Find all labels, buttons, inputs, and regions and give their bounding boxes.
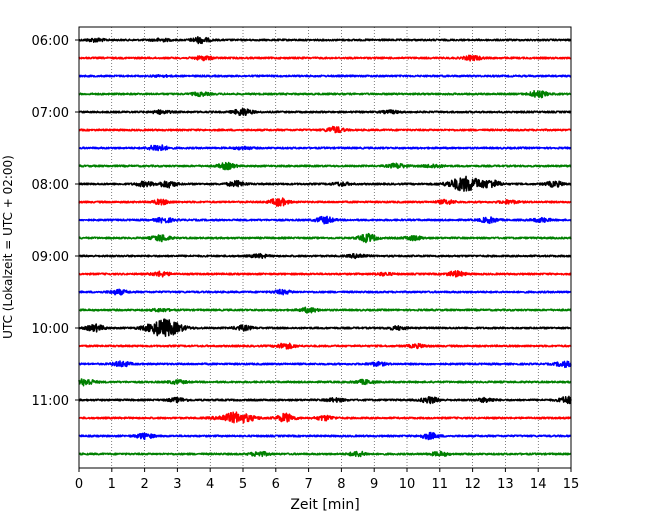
seismogram-trace bbox=[78, 395, 572, 405]
seismogram-trace bbox=[78, 450, 572, 458]
y-tick-label: 06:00 bbox=[32, 34, 69, 49]
seismogram-trace bbox=[78, 36, 572, 45]
x-tick-label: 5 bbox=[239, 477, 247, 492]
x-tick-label: 3 bbox=[173, 477, 181, 492]
y-axis-label: UTC (Lokalzeit = UTC + 02:00) bbox=[1, 155, 15, 339]
y-axis: 06:00 07:00 08:00 09:00 10:00 11:00 bbox=[32, 34, 79, 409]
seismogram-trace bbox=[78, 197, 572, 207]
seismogram-trace bbox=[78, 90, 572, 99]
y-tick-label: 09:00 bbox=[32, 250, 69, 265]
seismogram-trace bbox=[78, 431, 572, 441]
x-tick-label: 8 bbox=[337, 477, 345, 492]
x-tick-label: 12 bbox=[464, 477, 481, 492]
x-tick-label: 9 bbox=[370, 477, 378, 492]
seismogram-trace bbox=[78, 144, 572, 152]
x-tick-label: 13 bbox=[497, 477, 514, 492]
x-tick-label: 1 bbox=[108, 477, 116, 492]
seismogram-trace bbox=[78, 161, 572, 171]
x-tick-label: 14 bbox=[530, 477, 547, 492]
seismogram-trace bbox=[78, 342, 572, 350]
plot-frame bbox=[78, 26, 572, 469]
seismogram-trace bbox=[78, 107, 572, 116]
seismogram-trace bbox=[78, 74, 572, 79]
seismogram-trace bbox=[78, 378, 572, 387]
x-tick-label: 6 bbox=[272, 477, 280, 492]
seismogram-trace bbox=[78, 288, 572, 296]
y-tick-label: 07:00 bbox=[32, 106, 69, 121]
seismogram-trace bbox=[78, 215, 572, 225]
y-tick-label: 11:00 bbox=[32, 394, 69, 409]
x-tick-label: 2 bbox=[140, 477, 148, 492]
seismogram-trace bbox=[78, 318, 572, 337]
seismogram-trace bbox=[78, 411, 572, 424]
x-tick-label: 4 bbox=[206, 477, 214, 492]
seismogram-trace bbox=[78, 54, 572, 62]
x-tick-label: 11 bbox=[432, 477, 449, 492]
x-axis: 0 1 2 3 4 5 6 7 8 9 10 11 12 13 14 15 bbox=[75, 468, 579, 492]
y-tick-label: 10:00 bbox=[32, 322, 69, 337]
seismogram-trace bbox=[78, 232, 572, 244]
y-tick-label: 08:00 bbox=[32, 178, 69, 193]
x-tick-label: 0 bbox=[75, 477, 83, 492]
seismogram-trace bbox=[78, 252, 572, 260]
seismogram-trace bbox=[78, 270, 572, 278]
seismogram-trace bbox=[78, 175, 572, 192]
x-tick-label: 10 bbox=[399, 477, 416, 492]
x-tick-label: 7 bbox=[304, 477, 312, 492]
x-axis-label: Zeit [min] bbox=[290, 497, 359, 513]
seismogram-trace bbox=[78, 125, 572, 134]
x-tick-label: 15 bbox=[563, 477, 580, 492]
traces bbox=[78, 36, 572, 458]
seismogram-trace bbox=[78, 360, 572, 369]
seismogram-trace bbox=[78, 306, 572, 314]
